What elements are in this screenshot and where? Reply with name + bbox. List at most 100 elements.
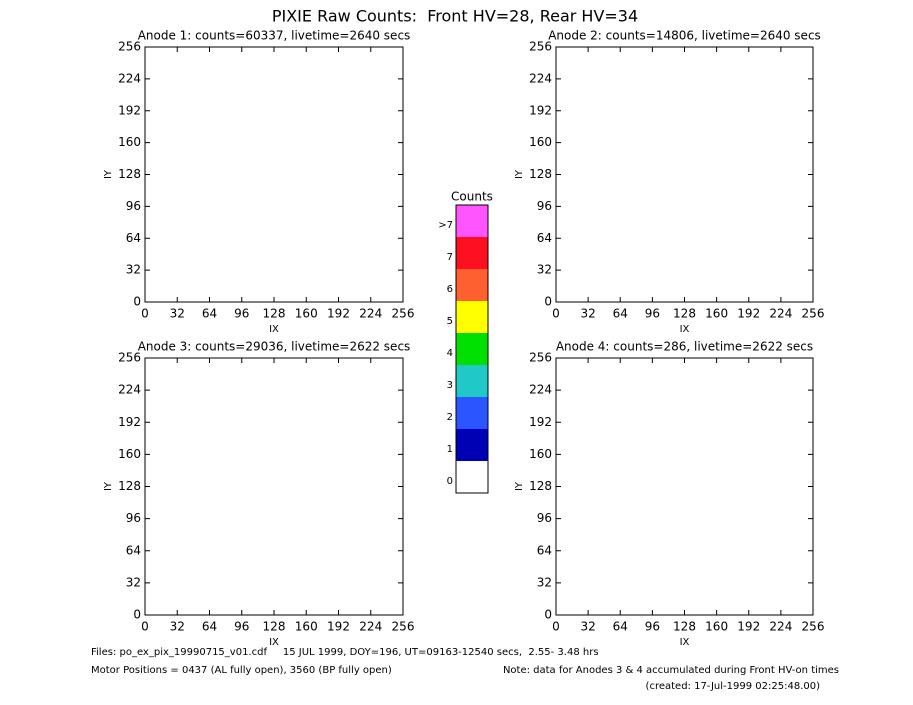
x-tick-label: 96 bbox=[645, 620, 660, 634]
x-tick-label: 64 bbox=[202, 620, 217, 634]
plot-frame bbox=[144, 46, 404, 303]
colorbar-label: 6 bbox=[447, 284, 453, 295]
x-tick-label: 256 bbox=[802, 307, 825, 321]
x-tick-label: 192 bbox=[327, 620, 350, 634]
y-axis-label: IY bbox=[103, 481, 114, 491]
colorbar-frame bbox=[455, 204, 489, 494]
y-axis-label: IY bbox=[514, 169, 525, 179]
x-tick-label: 160 bbox=[705, 307, 728, 321]
x-tick-label: 256 bbox=[392, 307, 415, 321]
footer-note: Note: data for Anodes 3 & 4 accumulated … bbox=[503, 665, 839, 676]
x-tick-label: 224 bbox=[359, 307, 382, 321]
plot-frame bbox=[555, 357, 814, 616]
x-tick-label: 0 bbox=[552, 307, 560, 321]
y-tick-label: 128 bbox=[118, 479, 141, 493]
colorbar-title: Counts bbox=[451, 190, 493, 204]
x-axis-label: IX bbox=[680, 637, 690, 648]
colorbar-swatch bbox=[456, 269, 488, 301]
colorbar-label: 2 bbox=[447, 412, 453, 423]
colorbar-label: 1 bbox=[447, 444, 453, 455]
colorbar-swatch bbox=[456, 237, 488, 269]
x-tick-label: 96 bbox=[645, 307, 660, 321]
y-tick-label: 0 bbox=[544, 295, 552, 309]
colorbar-swatch bbox=[456, 205, 488, 237]
panel-title: Anode 2: counts=14806, livetime=2640 sec… bbox=[548, 29, 821, 43]
x-tick-label: 32 bbox=[170, 620, 185, 634]
x-tick-label: 128 bbox=[263, 307, 286, 321]
y-tick-label: 32 bbox=[126, 263, 141, 277]
x-tick-label: 64 bbox=[202, 307, 217, 321]
y-tick-label: 0 bbox=[133, 608, 141, 622]
x-axis-label: IX bbox=[269, 637, 279, 648]
x-tick-label: 96 bbox=[234, 307, 249, 321]
panel-title: Anode 1: counts=60337, livetime=2640 sec… bbox=[138, 29, 411, 43]
panel-title: Anode 3: counts=29036, livetime=2622 sec… bbox=[138, 340, 411, 354]
y-tick-label: 96 bbox=[126, 199, 141, 213]
x-axis-label: IX bbox=[269, 324, 279, 335]
y-tick-label: 192 bbox=[118, 103, 141, 117]
colorbar-swatch bbox=[456, 461, 488, 493]
y-tick-label: 192 bbox=[529, 415, 552, 429]
figure-title: PIXIE Raw Counts: Front HV=28, Rear HV=3… bbox=[272, 7, 638, 26]
x-tick-label: 224 bbox=[769, 307, 792, 321]
colorbar-label: 7 bbox=[447, 252, 453, 263]
x-tick-label: 32 bbox=[580, 620, 595, 634]
y-tick-label: 256 bbox=[118, 351, 141, 365]
y-tick-label: 224 bbox=[118, 71, 141, 85]
x-tick-label: 192 bbox=[737, 620, 760, 634]
y-tick-label: 160 bbox=[529, 447, 552, 461]
colorbar-label: 3 bbox=[447, 380, 453, 391]
x-tick-label: 32 bbox=[170, 307, 185, 321]
footer-created: (created: 17-Jul-1999 02:25:48.00) bbox=[646, 681, 821, 692]
x-tick-label: 192 bbox=[327, 307, 350, 321]
colorbar-label: 0 bbox=[447, 476, 453, 487]
colorbar-swatch bbox=[456, 429, 488, 461]
y-tick-label: 64 bbox=[126, 231, 141, 245]
x-tick-label: 256 bbox=[392, 620, 415, 634]
y-tick-label: 160 bbox=[118, 447, 141, 461]
x-tick-label: 128 bbox=[263, 620, 286, 634]
colorbar-label: 4 bbox=[447, 348, 453, 359]
y-tick-label: 192 bbox=[118, 415, 141, 429]
y-tick-label: 64 bbox=[537, 231, 552, 245]
y-tick-label: 224 bbox=[529, 383, 552, 397]
x-tick-label: 224 bbox=[769, 620, 792, 634]
y-tick-label: 0 bbox=[544, 608, 552, 622]
footer-motor: Motor Positions = 0437 (AL fully open), … bbox=[91, 665, 392, 676]
colorbar-swatch bbox=[456, 397, 488, 429]
x-tick-label: 0 bbox=[141, 620, 149, 634]
y-tick-label: 64 bbox=[126, 543, 141, 557]
y-tick-label: 224 bbox=[529, 71, 552, 85]
y-tick-label: 96 bbox=[126, 511, 141, 525]
panel-title: Anode 4: counts=286, livetime=2622 secs bbox=[556, 340, 813, 354]
y-tick-label: 128 bbox=[529, 167, 552, 181]
plot-frame bbox=[144, 357, 404, 616]
y-tick-label: 128 bbox=[118, 167, 141, 181]
colorbar-swatch bbox=[456, 365, 488, 397]
x-tick-label: 224 bbox=[359, 620, 382, 634]
plot-frame bbox=[555, 46, 814, 303]
y-axis-label: IY bbox=[514, 481, 525, 491]
x-tick-label: 160 bbox=[295, 307, 318, 321]
y-tick-label: 96 bbox=[537, 199, 552, 213]
x-tick-label: 128 bbox=[673, 620, 696, 634]
x-tick-label: 192 bbox=[737, 307, 760, 321]
y-tick-label: 224 bbox=[118, 383, 141, 397]
x-tick-label: 160 bbox=[295, 620, 318, 634]
y-tick-label: 64 bbox=[537, 543, 552, 557]
y-tick-label: 128 bbox=[529, 479, 552, 493]
y-tick-label: 256 bbox=[529, 40, 552, 54]
y-tick-label: 32 bbox=[126, 575, 141, 589]
x-tick-label: 64 bbox=[613, 620, 628, 634]
colorbar-label: 5 bbox=[447, 316, 453, 327]
x-tick-label: 0 bbox=[141, 307, 149, 321]
footer-files: Files: po_ex_pix_19990715_v01.cdf 15 JUL… bbox=[91, 647, 599, 658]
y-tick-label: 32 bbox=[537, 575, 552, 589]
x-tick-label: 96 bbox=[234, 620, 249, 634]
y-tick-label: 256 bbox=[529, 351, 552, 365]
y-axis-label: IY bbox=[103, 169, 114, 179]
y-tick-label: 160 bbox=[529, 135, 552, 149]
x-tick-label: 128 bbox=[673, 307, 696, 321]
colorbar-swatch bbox=[456, 333, 488, 365]
x-tick-label: 0 bbox=[552, 620, 560, 634]
